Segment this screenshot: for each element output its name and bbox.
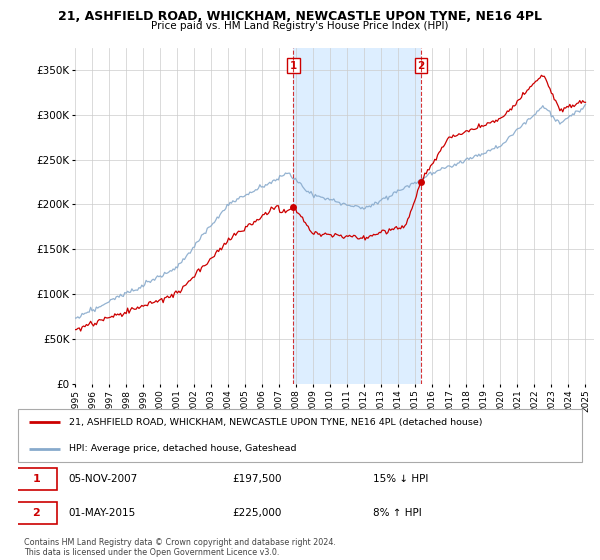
FancyBboxPatch shape bbox=[18, 409, 582, 462]
FancyBboxPatch shape bbox=[15, 468, 58, 490]
Text: 2: 2 bbox=[418, 60, 425, 71]
Text: 05-NOV-2007: 05-NOV-2007 bbox=[69, 474, 138, 484]
Text: Price paid vs. HM Land Registry's House Price Index (HPI): Price paid vs. HM Land Registry's House … bbox=[151, 21, 449, 31]
Text: 01-MAY-2015: 01-MAY-2015 bbox=[69, 508, 136, 518]
Text: HPI: Average price, detached house, Gateshead: HPI: Average price, detached house, Gate… bbox=[69, 444, 296, 453]
Text: 15% ↓ HPI: 15% ↓ HPI bbox=[373, 474, 428, 484]
Text: 8% ↑ HPI: 8% ↑ HPI bbox=[373, 508, 422, 518]
FancyBboxPatch shape bbox=[15, 502, 58, 524]
Text: £197,500: £197,500 bbox=[232, 474, 282, 484]
Text: £225,000: £225,000 bbox=[232, 508, 281, 518]
Text: 2: 2 bbox=[32, 508, 40, 518]
Text: 1: 1 bbox=[290, 60, 297, 71]
Bar bbox=[293, 48, 421, 384]
Text: 21, ASHFIELD ROAD, WHICKHAM, NEWCASTLE UPON TYNE, NE16 4PL: 21, ASHFIELD ROAD, WHICKHAM, NEWCASTLE U… bbox=[58, 10, 542, 23]
Text: 1: 1 bbox=[32, 474, 40, 484]
Text: Contains HM Land Registry data © Crown copyright and database right 2024.
This d: Contains HM Land Registry data © Crown c… bbox=[24, 538, 336, 557]
Text: 21, ASHFIELD ROAD, WHICKHAM, NEWCASTLE UPON TYNE, NE16 4PL (detached house): 21, ASHFIELD ROAD, WHICKHAM, NEWCASTLE U… bbox=[69, 418, 482, 427]
